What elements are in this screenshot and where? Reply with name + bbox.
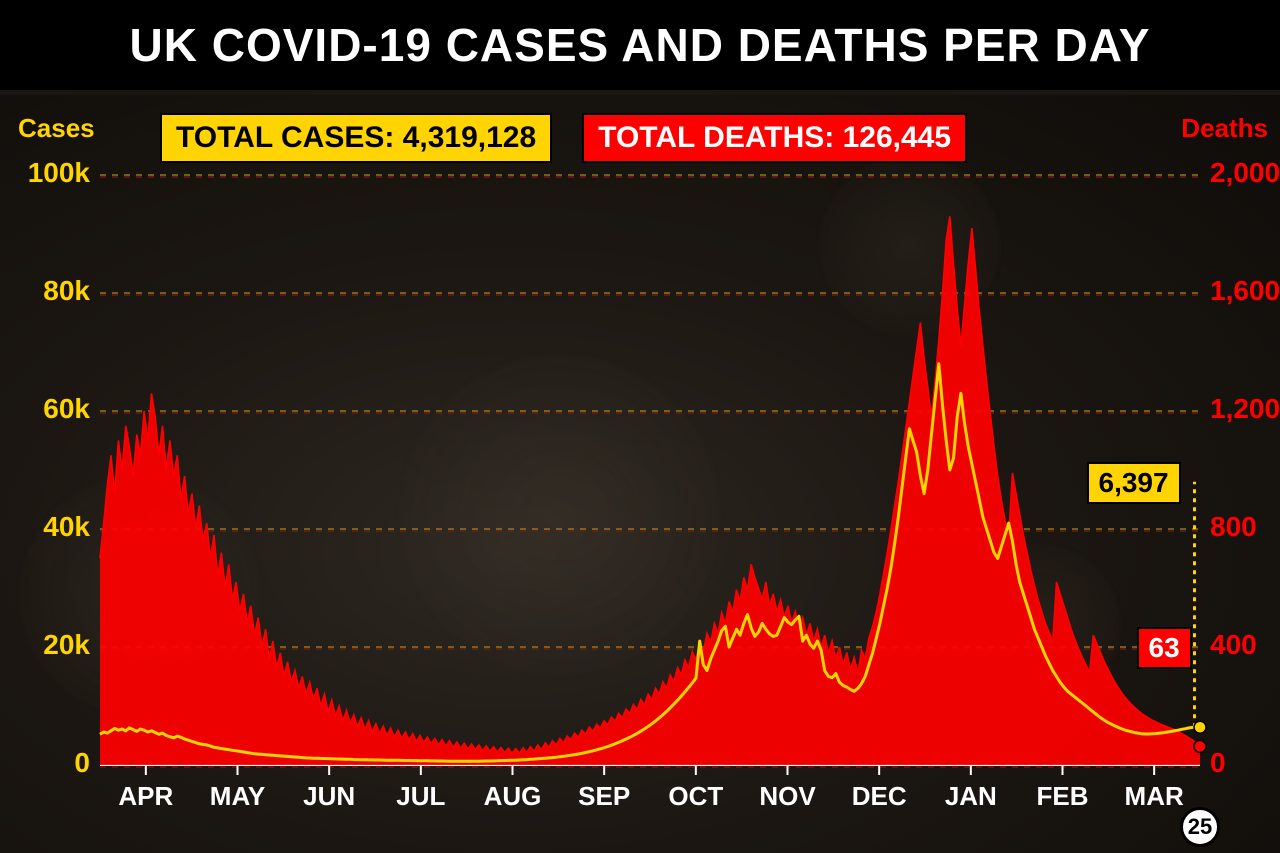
current-day-badge: 25 xyxy=(1180,807,1220,847)
total-deaths-badge: TOTAL DEATHS: 126,445 xyxy=(582,113,967,163)
month-tick: SEP xyxy=(562,781,646,812)
month-tick: DEC xyxy=(837,781,921,812)
month-tick: JAN xyxy=(929,781,1013,812)
month-tick: OCT xyxy=(654,781,738,812)
right-tick: 0 xyxy=(1210,747,1226,779)
month-tick: NOV xyxy=(746,781,830,812)
left-axis-title: Cases xyxy=(18,113,95,144)
deaths-callout-badge: 63 xyxy=(1137,627,1192,669)
cases-callout-badge: 6,397 xyxy=(1087,462,1181,504)
month-tick: JUL xyxy=(379,781,463,812)
right-tick: 1,200 xyxy=(1210,393,1280,425)
right-tick: 800 xyxy=(1210,511,1257,543)
right-tick: 2,000 xyxy=(1210,157,1280,189)
total-cases-badge: TOTAL CASES: 4,319,128 xyxy=(160,113,552,163)
month-tick: FEB xyxy=(1021,781,1105,812)
chart-area: Cases Deaths TOTAL CASES: 4,319,128 TOTA… xyxy=(0,95,1280,853)
chart-title: UK COVID-19 CASES AND DEATHS PER DAY xyxy=(0,0,1280,90)
month-tick: JUN xyxy=(287,781,371,812)
month-tick: MAR xyxy=(1112,781,1196,812)
left-tick: 0 xyxy=(0,747,90,779)
left-tick: 40k xyxy=(0,511,90,543)
month-tick: AUG xyxy=(471,781,555,812)
month-tick: MAY xyxy=(196,781,280,812)
month-tick: APR xyxy=(104,781,188,812)
left-tick: 20k xyxy=(0,629,90,661)
left-tick: 60k xyxy=(0,393,90,425)
right-tick: 1,600 xyxy=(1210,275,1280,307)
right-tick: 400 xyxy=(1210,629,1257,661)
left-tick: 100k xyxy=(0,157,90,189)
left-tick: 80k xyxy=(0,275,90,307)
totals-row: TOTAL CASES: 4,319,128 TOTAL DEATHS: 126… xyxy=(160,113,967,163)
right-axis-title: Deaths xyxy=(1181,113,1268,144)
